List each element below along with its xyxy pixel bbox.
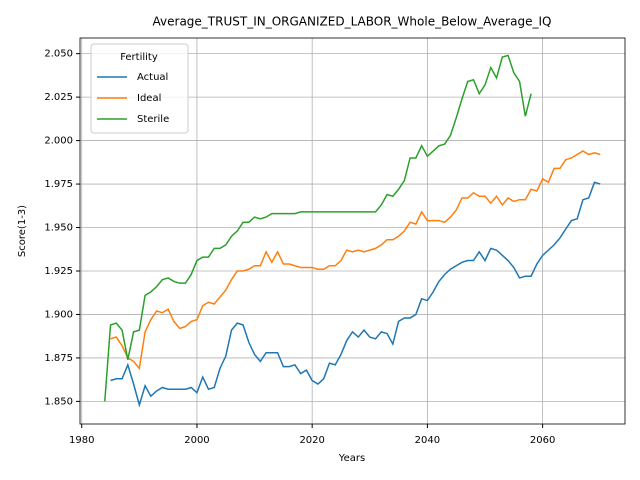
x-tick-label: 1980	[69, 435, 94, 446]
legend-label: Actual	[137, 72, 168, 83]
series-line	[104, 54, 532, 402]
legend-box	[90, 43, 189, 134]
y-tick-label: 1.850	[44, 396, 73, 407]
y-tick-label: 2.000	[44, 136, 73, 147]
y-tick-label: 1.875	[44, 353, 73, 364]
x-tick-label: 2020	[299, 435, 324, 446]
series-line	[110, 150, 601, 371]
x-tick-label: 2040	[415, 435, 440, 446]
legend-label: Sterile	[137, 114, 169, 125]
y-tick-label: 2.050	[44, 49, 73, 60]
legend-title: Fertility	[120, 52, 158, 63]
x-axis-label: Years	[338, 453, 365, 464]
series-line	[110, 181, 601, 408]
chart-title: Average_TRUST_IN_ORGANIZED_LABOR_Whole_B…	[153, 15, 552, 29]
x-tick-label: 2060	[530, 435, 555, 446]
x-tick-label: 2000	[184, 435, 209, 446]
y-tick-label: 1.975	[44, 179, 73, 190]
y-axis-label: Score(1-3)	[17, 205, 28, 257]
plot-frame	[79, 37, 626, 425]
y-tick-label: 2.025	[44, 92, 73, 103]
y-tick-label: 1.950	[44, 223, 73, 234]
y-tick-label: 1.900	[44, 309, 73, 320]
y-tick-label: 1.925	[44, 266, 73, 277]
legend-label: Ideal	[137, 93, 161, 104]
